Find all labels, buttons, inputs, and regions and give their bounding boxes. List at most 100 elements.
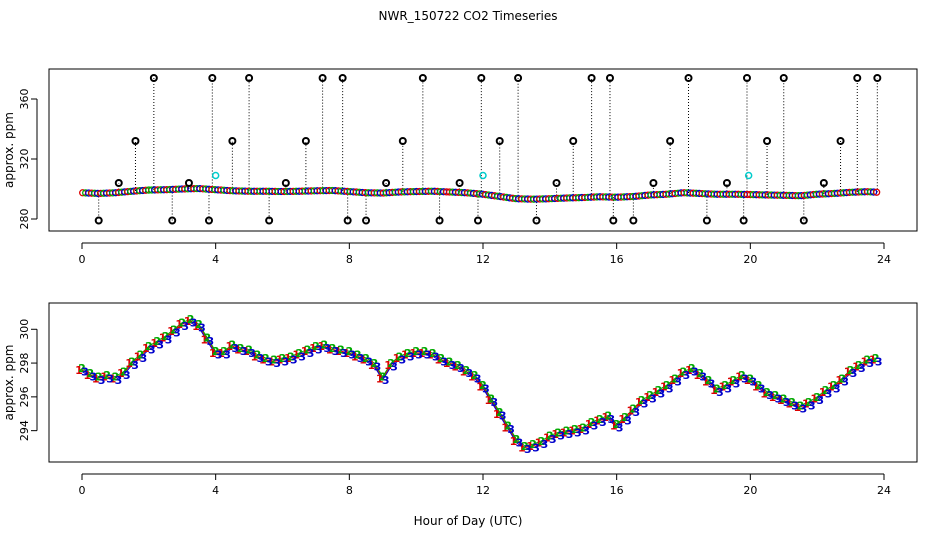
series-marker: 2 [822,384,830,397]
series-marker: 1 [643,391,651,404]
series-marker: 1 [802,398,810,411]
series-marker: 3 [841,376,849,389]
series-marker: 3 [365,355,373,368]
series-marker: 2 [680,366,688,379]
x-tick-label: 16 [610,484,624,497]
spike-marker [418,74,427,82]
series-marker: 3 [190,317,198,330]
series-marker: 1 [159,332,167,345]
series-marker: 2 [696,367,704,380]
series-marker: 1 [501,421,509,434]
series-marker: 2 [621,411,629,424]
series-marker: 3 [173,327,181,340]
series-marker: 2 [747,372,755,385]
series-marker: 1 [551,428,559,441]
cyan-marker [744,171,753,180]
series-marker: 3 [482,382,490,395]
series-marker: 2 [320,338,328,351]
series-marker: 3 [407,350,415,363]
x-tick-label: 8 [346,253,353,266]
series-marker: 1 [468,371,476,384]
series-marker: 3 [206,335,214,348]
series-marker: 1 [618,413,626,426]
spike-marker [609,216,618,225]
x-tick-label: 20 [743,484,757,497]
series-marker: 1 [434,354,442,367]
series-marker: 2 [788,396,796,409]
series-marker: 2 [429,347,437,360]
series-marker: 1 [844,366,852,379]
series-marker: 2 [279,352,287,365]
series-marker: 3 [808,399,816,412]
series-line [81,320,876,449]
series-marker: 3 [240,345,248,358]
series-marker: 3 [532,442,540,455]
spike-marker [873,74,882,82]
series-marker: 3 [198,322,206,335]
series-marker: 3 [875,355,883,368]
series-marker: 2 [872,352,880,365]
series-marker: 3 [90,371,98,384]
x-tick-label: 20 [743,253,757,266]
series-marker: 3 [566,428,574,441]
series-marker: 3 [140,352,148,365]
series-marker: 3 [641,398,649,411]
spike-marker [763,137,772,145]
series-marker: 3 [223,349,231,362]
spike-marker [149,74,158,82]
series-marker: 2 [571,423,579,436]
series-marker: 2 [220,345,228,358]
series-marker: 3 [766,389,774,402]
x-tick-label: 12 [476,253,490,266]
spike-marker [477,74,486,82]
y-tick-label: 296 [18,386,31,407]
series-marker: 3 [465,367,473,380]
series-marker: 1 [668,374,676,387]
spike-marker [343,216,352,225]
spike-marker [435,216,444,225]
series-marker: 1 [727,376,735,389]
series-marker: 3 [524,443,532,456]
spike-marker [629,216,638,225]
series-marker: 1 [459,366,467,379]
series-marker: 2 [162,330,170,343]
series-marker: 2 [713,382,721,395]
spike-marker [94,216,103,225]
series-marker: 3 [691,366,699,379]
series-marker: 1 [134,350,142,363]
series-marker: 2 [337,344,345,357]
spike-marker [587,74,596,82]
series-marker: 3 [724,382,732,395]
series-marker: 2 [396,350,404,363]
series-marker: 2 [245,344,253,357]
series-marker: 1 [777,394,785,407]
spike-marker [702,216,711,225]
series-marker: 3 [415,349,423,362]
spike-marker [281,179,290,187]
series-marker: 1 [518,442,526,455]
series-marker: 3 [424,349,432,362]
spike-marker [398,137,407,145]
series-marker: 3 [699,371,707,384]
series-marker: 1 [693,369,701,382]
series-marker: 1 [226,340,234,353]
series-marker: 1 [451,360,459,373]
series-marker: 1 [526,440,534,453]
series-marker: 1 [309,342,317,355]
series-marker: 1 [794,401,802,414]
series-marker: 2 [287,350,295,363]
series-marker: 1 [443,357,451,370]
series-marker: 3 [649,393,657,406]
x-tick-label: 0 [79,484,86,497]
series-marker: 3 [791,399,799,412]
series-marker: 1 [718,381,726,394]
y-tick-label: 294 [18,420,31,441]
series-marker: 1 [343,347,351,360]
series-marker: 1 [560,426,568,439]
series-marker: 1 [752,381,760,394]
series-marker: 2 [304,344,312,357]
series-marker: 2 [546,430,554,443]
series-marker: 3 [123,369,131,382]
spike-marker [131,137,140,145]
series-marker: 2 [705,374,713,387]
